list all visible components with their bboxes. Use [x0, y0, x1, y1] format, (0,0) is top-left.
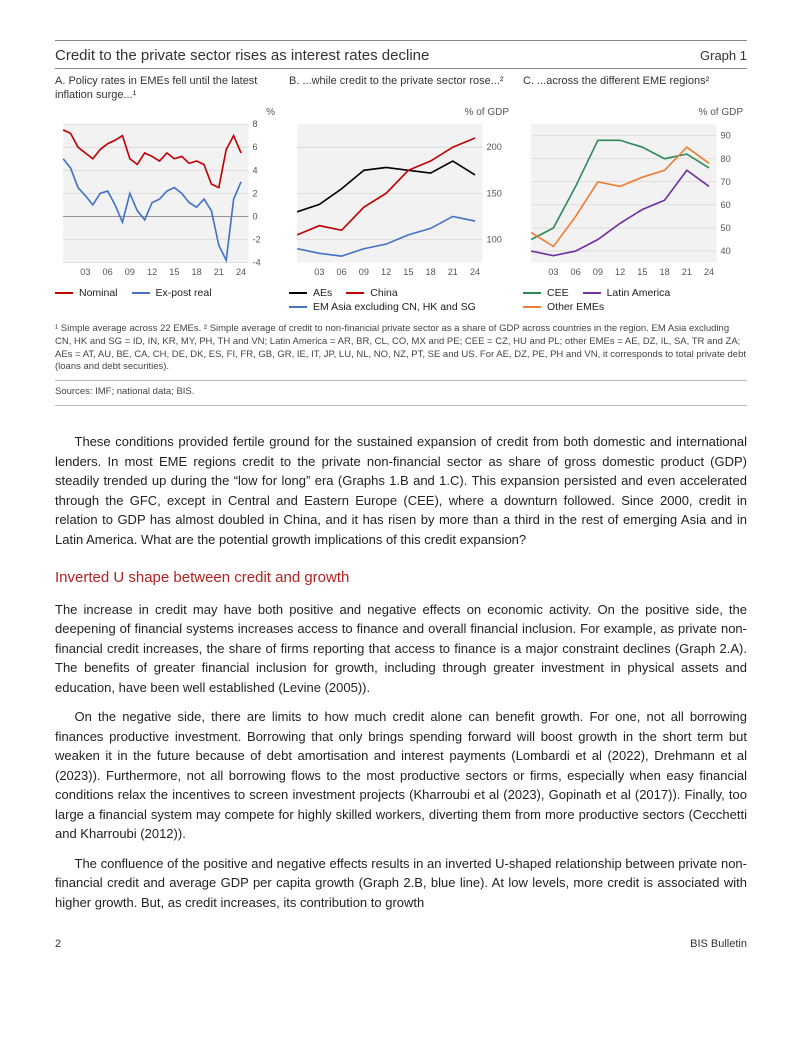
- legend-item: AEs: [289, 287, 332, 299]
- chart-a: -4-2024680306091215182124: [55, 118, 279, 281]
- legend-swatch: [523, 292, 541, 294]
- svg-text:50: 50: [721, 223, 731, 233]
- legend-label: Latin America: [607, 287, 671, 299]
- legend-item: Other EMEs: [523, 301, 604, 313]
- legend-label: China: [370, 287, 397, 299]
- section-heading: Inverted U shape between credit and grow…: [55, 567, 747, 590]
- svg-text:21: 21: [214, 267, 224, 277]
- legend-label: CEE: [547, 287, 569, 299]
- svg-text:12: 12: [381, 267, 391, 277]
- legend-item: Nominal: [55, 287, 118, 299]
- legend-label: EM Asia excluding CN, HK and SG: [313, 301, 476, 313]
- svg-text:24: 24: [470, 267, 480, 277]
- svg-text:90: 90: [721, 131, 731, 141]
- svg-text:-2: -2: [253, 235, 261, 245]
- header-rule: [55, 68, 747, 69]
- svg-text:6: 6: [253, 142, 258, 152]
- svg-text:24: 24: [236, 267, 246, 277]
- legend-label: AEs: [313, 287, 332, 299]
- svg-text:60: 60: [721, 200, 731, 210]
- panel-c: C. ...across the different EME regions² …: [523, 75, 747, 313]
- legend-swatch: [132, 292, 150, 294]
- svg-text:24: 24: [704, 267, 714, 277]
- panel-c-title: C. ...across the different EME regions²: [523, 75, 747, 105]
- legend-swatch: [289, 292, 307, 294]
- svg-text:0: 0: [253, 211, 258, 221]
- legend-label: Nominal: [79, 287, 118, 299]
- legend-swatch: [523, 306, 541, 308]
- svg-text:70: 70: [721, 177, 731, 187]
- svg-text:-4: -4: [253, 258, 261, 268]
- svg-text:80: 80: [721, 154, 731, 164]
- legend-swatch: [583, 292, 601, 294]
- legend-item: China: [346, 287, 397, 299]
- legend-item: Ex-post real: [132, 287, 212, 299]
- legend-b: AEs China EM Asia excluding CN, HK and SG: [289, 287, 513, 313]
- svg-text:18: 18: [425, 267, 435, 277]
- svg-text:09: 09: [125, 267, 135, 277]
- legend-c: CEE Latin AmericaOther EMEs: [523, 287, 747, 313]
- graph-footnotes: ¹ Simple average across 22 EMEs. ² Simpl…: [55, 323, 747, 374]
- svg-text:03: 03: [548, 267, 558, 277]
- svg-text:06: 06: [103, 267, 113, 277]
- legend-swatch: [55, 292, 73, 294]
- graph-bottom-rule: [55, 405, 747, 406]
- chart-panels: A. Policy rates in EMEs fell until the l…: [55, 75, 747, 313]
- svg-text:8: 8: [253, 119, 258, 129]
- svg-text:12: 12: [615, 267, 625, 277]
- svg-text:100: 100: [487, 235, 502, 245]
- svg-text:18: 18: [659, 267, 669, 277]
- svg-text:03: 03: [80, 267, 90, 277]
- graph-header: Credit to the private sector rises as in…: [55, 41, 747, 68]
- chart-b: 100 150 200 03 06 09 12 15 18 21 24: [289, 118, 513, 281]
- legend-item: EM Asia excluding CN, HK and SG: [289, 301, 476, 313]
- svg-text:09: 09: [359, 267, 369, 277]
- panel-b-ylabel: % of GDP: [289, 107, 513, 118]
- panel-b-title: B. ...while credit to the private sector…: [289, 75, 513, 105]
- page-footer: 2 BIS Bulletin: [55, 938, 747, 950]
- svg-text:12: 12: [147, 267, 157, 277]
- svg-text:21: 21: [448, 267, 458, 277]
- svg-text:15: 15: [169, 267, 179, 277]
- publication-name: BIS Bulletin: [690, 938, 747, 950]
- svg-text:06: 06: [337, 267, 347, 277]
- svg-text:15: 15: [637, 267, 647, 277]
- graph-sources: Sources: IMF; national data; BIS.: [55, 380, 747, 397]
- legend-label: Other EMEs: [547, 301, 604, 313]
- body-text: These conditions provided fertile ground…: [55, 432, 747, 912]
- panel-c-ylabel: % of GDP: [523, 107, 747, 118]
- page-number: 2: [55, 938, 61, 950]
- svg-text:40: 40: [721, 246, 731, 256]
- svg-text:18: 18: [191, 267, 201, 277]
- para-3: On the negative side, there are limits t…: [55, 707, 747, 844]
- legend-a: Nominal Ex-post real: [55, 287, 279, 299]
- svg-text:2: 2: [253, 188, 258, 198]
- legend-swatch: [346, 292, 364, 294]
- panel-b: B. ...while credit to the private sector…: [289, 75, 513, 313]
- svg-text:06: 06: [571, 267, 581, 277]
- svg-text:03: 03: [314, 267, 324, 277]
- panel-a: A. Policy rates in EMEs fell until the l…: [55, 75, 279, 313]
- para-1: These conditions provided fertile ground…: [55, 432, 747, 549]
- legend-item: CEE: [523, 287, 569, 299]
- svg-text:200: 200: [487, 142, 502, 152]
- para-2: The increase in credit may have both pos…: [55, 600, 747, 698]
- svg-text:09: 09: [593, 267, 603, 277]
- graph-title: Credit to the private sector rises as in…: [55, 47, 429, 64]
- svg-text:21: 21: [682, 267, 692, 277]
- legend-item: Latin America: [583, 287, 671, 299]
- chart-c: 40 50 60 70 80 90 03 06 09 12 15 18 21 24: [523, 118, 747, 281]
- para-4: The confluence of the positive and negat…: [55, 854, 747, 913]
- panel-a-ylabel: %: [55, 107, 279, 118]
- legend-label: Ex-post real: [156, 287, 212, 299]
- panel-a-title: A. Policy rates in EMEs fell until the l…: [55, 75, 279, 105]
- svg-text:150: 150: [487, 188, 502, 198]
- legend-swatch: [289, 306, 307, 308]
- svg-text:15: 15: [403, 267, 413, 277]
- graph-number: Graph 1: [700, 48, 747, 63]
- svg-text:4: 4: [253, 165, 258, 175]
